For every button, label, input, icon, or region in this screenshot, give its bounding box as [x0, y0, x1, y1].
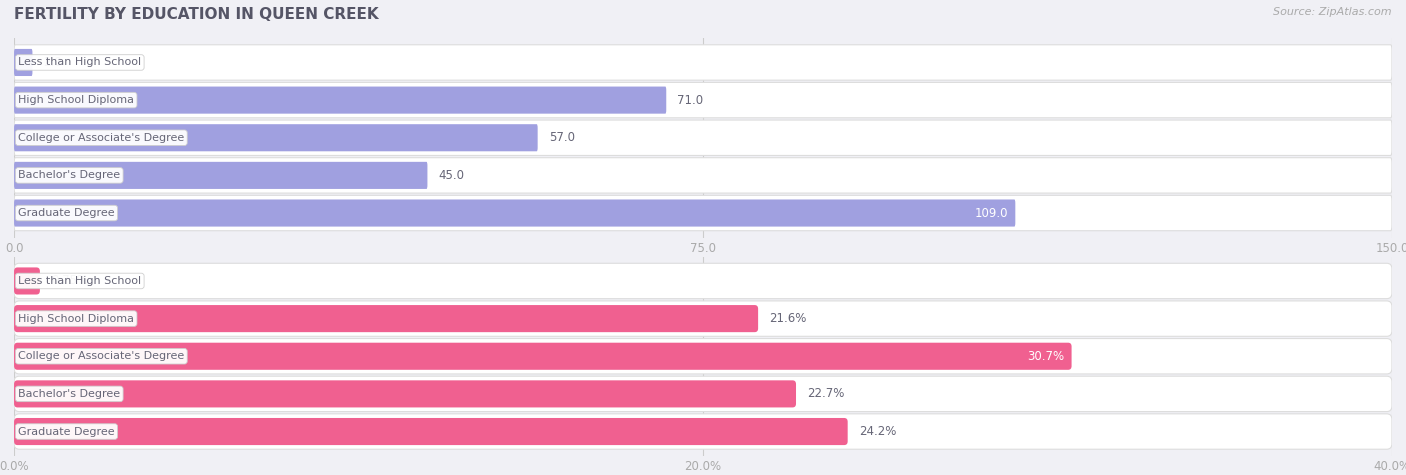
- FancyBboxPatch shape: [14, 263, 1392, 299]
- Text: Source: ZipAtlas.com: Source: ZipAtlas.com: [1274, 7, 1392, 17]
- Text: 71.0: 71.0: [678, 94, 703, 106]
- FancyBboxPatch shape: [14, 49, 32, 76]
- FancyBboxPatch shape: [14, 200, 1015, 227]
- Text: FERTILITY BY EDUCATION IN QUEEN CREEK: FERTILITY BY EDUCATION IN QUEEN CREEK: [14, 7, 378, 22]
- Text: Less than High School: Less than High School: [18, 57, 142, 67]
- FancyBboxPatch shape: [14, 339, 1392, 374]
- Text: 24.2%: 24.2%: [859, 425, 896, 438]
- FancyBboxPatch shape: [14, 120, 1392, 155]
- Text: Less than High School: Less than High School: [18, 276, 142, 286]
- FancyBboxPatch shape: [14, 45, 1392, 80]
- FancyBboxPatch shape: [14, 86, 666, 114]
- Text: High School Diploma: High School Diploma: [18, 95, 134, 105]
- Text: 2.0: 2.0: [44, 56, 62, 69]
- FancyBboxPatch shape: [14, 301, 1392, 336]
- FancyBboxPatch shape: [14, 342, 1071, 370]
- FancyBboxPatch shape: [14, 158, 1392, 193]
- Text: 30.7%: 30.7%: [1028, 350, 1064, 363]
- Text: 109.0: 109.0: [974, 207, 1008, 219]
- Text: 22.7%: 22.7%: [807, 388, 845, 400]
- Text: Bachelor's Degree: Bachelor's Degree: [18, 171, 121, 180]
- Text: 21.6%: 21.6%: [769, 312, 807, 325]
- Text: Graduate Degree: Graduate Degree: [18, 208, 115, 218]
- Text: High School Diploma: High School Diploma: [18, 314, 134, 323]
- FancyBboxPatch shape: [14, 414, 1392, 449]
- FancyBboxPatch shape: [14, 162, 427, 189]
- FancyBboxPatch shape: [14, 418, 848, 445]
- FancyBboxPatch shape: [14, 380, 796, 408]
- FancyBboxPatch shape: [14, 83, 1392, 118]
- Text: College or Associate's Degree: College or Associate's Degree: [18, 351, 184, 361]
- Text: 57.0: 57.0: [548, 131, 575, 144]
- FancyBboxPatch shape: [14, 267, 39, 294]
- Text: 45.0: 45.0: [439, 169, 464, 182]
- FancyBboxPatch shape: [14, 124, 537, 152]
- FancyBboxPatch shape: [14, 376, 1392, 411]
- Text: Bachelor's Degree: Bachelor's Degree: [18, 389, 121, 399]
- Text: Graduate Degree: Graduate Degree: [18, 427, 115, 437]
- FancyBboxPatch shape: [14, 305, 758, 332]
- Text: College or Associate's Degree: College or Associate's Degree: [18, 133, 184, 143]
- FancyBboxPatch shape: [14, 195, 1392, 231]
- Text: 0.75%: 0.75%: [51, 275, 89, 287]
